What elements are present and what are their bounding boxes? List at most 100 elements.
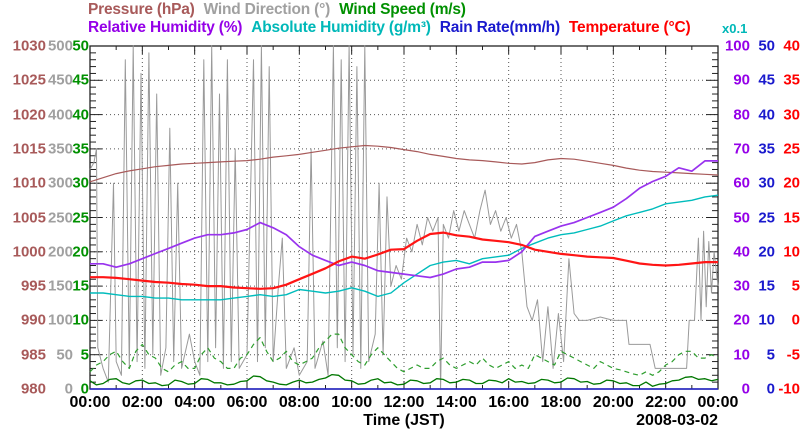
relative-humidity-tick-label: 0 (741, 380, 750, 398)
rain-rate-tick-label: 40 (758, 106, 775, 124)
rain-rate-tick-label: 30 (758, 174, 775, 192)
wind-direction-tick-label: 100 (47, 311, 73, 329)
wind-speed-tick-label: 40 (72, 106, 89, 124)
pressure-tick-label: 995 (20, 277, 46, 295)
wind-gust-line (89, 333, 719, 376)
time-tick-label: 10:00 (331, 394, 373, 411)
pressure-line (89, 144, 719, 183)
time-tick-label: 02:00 (121, 394, 163, 411)
legend-relative-humidity: Relative Humidity (%) (88, 19, 243, 36)
pressure-tick-label: 990 (20, 311, 46, 329)
temperature-tick-label: 0 (791, 311, 800, 329)
relative-humidity-tick-label: 40 (733, 243, 750, 261)
pressure-tick-label: 1020 (12, 106, 46, 124)
temperature-tick-label: 5 (791, 277, 800, 295)
date-label: 2008-03-02 (636, 412, 718, 429)
time-tick-label: 08:00 (278, 394, 320, 411)
legend-absolute-humidity: Absolute Humidity (g/m³) (251, 19, 431, 36)
relative-humidity-tick-label: 10 (733, 346, 750, 364)
relative-humidity-tick-label: 90 (733, 71, 750, 89)
relative-humidity-tick-label: 80 (733, 106, 750, 124)
wind-speed-tick-label: 30 (72, 174, 89, 192)
pressure-tick-label: 980 (20, 380, 46, 398)
wind-speed-tick-label: 0 (80, 380, 89, 398)
rain-rate-tick-label: 50 (758, 37, 775, 55)
rain-rate-tick-label: 45 (758, 71, 775, 89)
time-tick-label: 14:00 (435, 394, 477, 411)
rain-rate-tick-label: 10 (758, 311, 775, 329)
wind-direction-tick-label: 400 (47, 106, 73, 124)
wind-speed-tick-label: 45 (72, 71, 89, 89)
absolute-humidity-line (90, 194, 719, 301)
pressure-tick-label: 1030 (12, 37, 46, 55)
pressure-tick-label: 1010 (12, 174, 46, 192)
rain-rate-tick-label: 25 (758, 209, 775, 226)
relative-humidity-line (90, 160, 718, 279)
wind-speed-tick-label: 10 (72, 311, 89, 329)
legend-rain-rate: Rain Rate(mm/h) (439, 19, 560, 36)
temperature-line (90, 231, 718, 290)
wind-speed-tick-label: 20 (72, 243, 89, 261)
time-tick-label: 12:00 (383, 394, 425, 411)
wind-direction-line (89, 45, 719, 390)
legend-line-1: Pressure (hPa) Wind Direction (°) Wind Spe… (88, 1, 475, 19)
legend-temperature: Temperature (°C) (568, 19, 691, 36)
temperature-tick-label: 40 (783, 37, 800, 55)
pressure-tick-label: 985 (20, 346, 46, 364)
time-tick-label: 22:00 (645, 394, 687, 411)
relative-humidity-tick-label: 100 (724, 37, 750, 55)
wind-direction-tick-label: 300 (47, 174, 73, 192)
pressure-tick-label: 1005 (12, 209, 46, 226)
wind-direction-tick-label: 450 (47, 71, 73, 89)
relative-humidity-tick-label: 30 (733, 277, 750, 295)
pressure-tick-label: 1025 (12, 71, 46, 89)
pressure-tick-label: 1015 (12, 140, 46, 158)
rain-rate-tick-label: 20 (758, 243, 775, 261)
wind-direction-tick-label: 200 (47, 243, 73, 261)
temperature-tick-label: -5 (786, 346, 800, 364)
wind-speed-line (89, 373, 719, 387)
time-tick-label: 16:00 (488, 394, 530, 411)
wind-speed-tick-label: 5 (80, 346, 89, 364)
wind-speed-tick-label: 25 (72, 209, 89, 226)
wind-direction-tick-label: 500 (47, 37, 73, 55)
wind-direction-tick-label: 350 (47, 140, 73, 158)
rain-rate-tick-label: 0 (766, 380, 775, 398)
pressure-tick-label: 1000 (12, 243, 46, 261)
legend-wind-direction: Wind Direction (°) (203, 1, 331, 18)
time-tick-label: 18:00 (540, 394, 582, 411)
temperature-tick-label: -10 (778, 380, 800, 398)
time-tick-label: 00:00 (69, 394, 111, 411)
temperature-tick-label: 10 (783, 243, 800, 261)
relative-humidity-tick-label: 20 (733, 311, 750, 329)
wind-direction-tick-label: 50 (56, 346, 73, 364)
time-tick-label: 06:00 (226, 394, 268, 411)
temperature-tick-label: 20 (783, 174, 800, 192)
temperature-tick-label: 25 (783, 140, 800, 158)
wind-speed-tick-label: 35 (72, 140, 89, 158)
rain-rate-tick-label: 5 (766, 346, 775, 364)
time-tick-label: 20:00 (592, 394, 634, 411)
relative-humidity-tick-label: 50 (733, 209, 750, 226)
wind-direction-tick-label: 0 (64, 380, 73, 398)
x-axis-title: Time (JST) (363, 412, 445, 429)
wind-direction-tick-label: 250 (47, 209, 73, 226)
wind-direction-tick-label: 150 (47, 277, 73, 295)
relative-humidity-tick-label: 70 (733, 140, 750, 158)
legend-pressure: Pressure (hPa) (88, 1, 195, 18)
wind-speed-tick-label: 15 (72, 277, 89, 295)
rain-rate-tick-label: 15 (758, 277, 775, 295)
scale-note-x0.1: x0.1 (722, 21, 748, 36)
temperature-tick-label: 30 (783, 106, 800, 124)
temperature-tick-label: 15 (783, 209, 800, 226)
legend-wind-speed: Wind Speed (m/s) (339, 1, 466, 18)
relative-humidity-tick-label: 60 (733, 174, 750, 192)
legend-line-2: Relative Humidity (%) Absolute Humidity (… (88, 19, 699, 37)
temperature-tick-label: 35 (783, 71, 800, 89)
time-tick-label: 00:00 (697, 394, 739, 411)
time-tick-label: 04:00 (174, 394, 216, 411)
wind-speed-tick-label: 50 (72, 37, 89, 55)
rain-rate-tick-label: 35 (758, 140, 775, 158)
